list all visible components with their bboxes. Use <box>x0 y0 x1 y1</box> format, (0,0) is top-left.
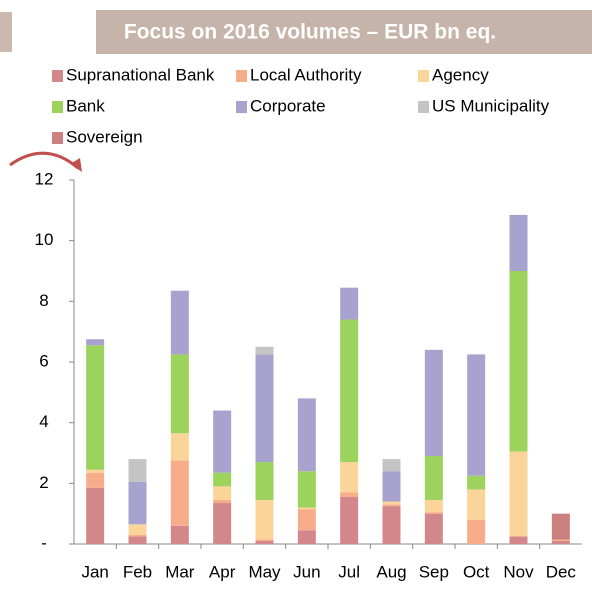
bar-segment <box>382 506 401 544</box>
bar-segment <box>86 345 105 470</box>
legend-label: Sovereign <box>66 127 143 146</box>
bar-segment <box>340 319 359 463</box>
bar-segment <box>255 500 274 540</box>
x-tick-label: Sep <box>419 562 449 581</box>
bar-segment <box>86 339 105 346</box>
legend-swatch <box>52 132 63 144</box>
bar-segment <box>128 524 147 535</box>
x-tick-label: Aug <box>376 562 406 581</box>
y-tick-label: 2 <box>39 473 48 492</box>
bar-segment <box>128 536 147 544</box>
bar-segment <box>424 512 443 514</box>
x-tick-label: Feb <box>123 562 152 581</box>
bar-segment <box>128 481 147 525</box>
bar-segment <box>170 290 189 355</box>
bar-segment <box>297 398 316 472</box>
bar-segment <box>213 410 232 473</box>
x-tick-label: Jul <box>338 562 360 581</box>
bar-segment <box>467 354 486 476</box>
legend-swatch <box>236 70 247 82</box>
bar-segment <box>467 519 486 544</box>
bar-segment <box>424 456 443 501</box>
bar-segment <box>509 451 528 537</box>
bar-segment <box>551 539 570 541</box>
bar-segment <box>382 459 401 472</box>
y-tick-label: 8 <box>39 291 48 310</box>
y-tick-label: 12 <box>35 169 54 188</box>
bar-segment <box>509 214 528 271</box>
bar-segment <box>297 471 316 508</box>
y-tick-label: - <box>41 533 47 552</box>
bar-segment <box>128 534 147 537</box>
bar-segment <box>340 492 359 497</box>
legend-label: Bank <box>66 96 105 115</box>
bar-segment <box>213 486 232 501</box>
legend-swatch <box>418 101 429 113</box>
x-tick-label: Mar <box>165 562 195 581</box>
legend-swatch <box>52 70 63 82</box>
bar-segment <box>213 472 232 487</box>
bar-segment <box>128 459 147 482</box>
chart-title: Focus on 2016 volumes – EUR bn eq. <box>124 21 496 44</box>
bar-segment <box>255 540 274 544</box>
bar-segment <box>213 500 232 504</box>
bar-segment <box>340 462 359 493</box>
bar-segment <box>424 500 443 513</box>
bar-segment <box>382 471 401 502</box>
y-tick-label: 4 <box>39 412 48 431</box>
bar-segment <box>467 475 486 490</box>
x-tick-label: Apr <box>209 562 236 581</box>
bar-segment <box>86 472 105 488</box>
legend-swatch <box>418 70 429 82</box>
x-tick-label: Jan <box>81 562 108 581</box>
bar-segment <box>509 536 528 544</box>
bar-segment <box>255 346 274 355</box>
bar-segment <box>255 539 274 541</box>
legend-swatch <box>236 101 247 113</box>
legend-swatch <box>52 101 63 113</box>
bar-segment <box>297 509 316 531</box>
title-banner <box>96 10 592 54</box>
bar-segment <box>297 530 316 544</box>
legend-label: Agency <box>432 65 489 84</box>
side-tab <box>0 12 12 52</box>
bar-segment <box>509 271 528 452</box>
bar-segment <box>170 460 189 526</box>
x-tick-label: Dec <box>546 562 577 581</box>
x-tick-label: May <box>248 562 281 581</box>
legend-label: Local Authority <box>250 65 362 84</box>
bar-segment <box>86 469 105 473</box>
y-tick-label: 6 <box>39 351 48 370</box>
bar-segment <box>170 525 189 544</box>
bar-segment <box>382 501 401 505</box>
arrow <box>9 151 79 170</box>
bar-segment <box>551 513 570 540</box>
legend-label: Supranational Bank <box>66 65 215 84</box>
bar-segment <box>170 433 189 461</box>
y-tick-label: 10 <box>35 230 54 249</box>
bar-segment <box>255 354 274 463</box>
bar-segment <box>170 354 189 434</box>
bar-segment <box>551 540 570 544</box>
legend-label: Corporate <box>250 96 326 115</box>
bar-segment <box>297 507 316 510</box>
bar-segment <box>382 504 401 507</box>
x-tick-label: Oct <box>463 562 490 581</box>
legend-label: US Municipality <box>432 96 550 115</box>
bar-segment <box>424 349 443 457</box>
arrow-head <box>70 158 82 172</box>
bar-segment <box>467 489 486 520</box>
bar-segment <box>340 496 359 544</box>
x-tick-label: Jun <box>293 562 320 581</box>
bar-segment <box>255 462 274 501</box>
bar-segment <box>213 503 232 544</box>
bar-segment <box>340 287 359 320</box>
bar-segment <box>424 513 443 544</box>
bar-segment <box>86 487 105 544</box>
x-tick-label: Nov <box>503 562 534 581</box>
